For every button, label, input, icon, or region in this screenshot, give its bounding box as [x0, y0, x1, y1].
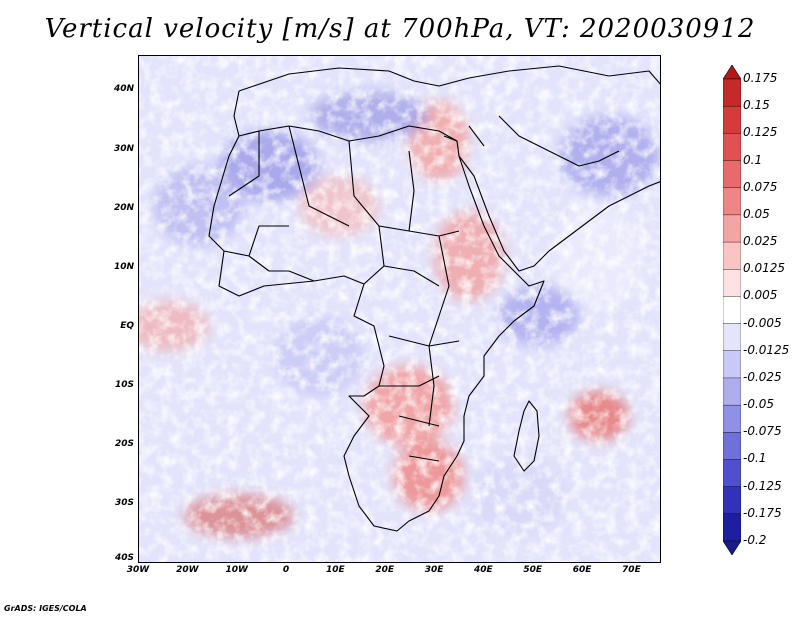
map-panel — [138, 55, 661, 563]
colorbar-swatch — [723, 513, 741, 542]
lat-tick-label: 20N — [113, 202, 134, 213]
lat-tick-label: 30N — [113, 143, 134, 154]
colorbar-swatch — [723, 78, 741, 107]
colorbar-label: 0.175 — [743, 71, 778, 85]
footer-credit: GrADS: IGES/COLA — [4, 604, 87, 613]
colorbar-label: 0.0125 — [743, 261, 785, 276]
colorbar-swatch — [723, 323, 741, 352]
colorbar-swatch — [723, 241, 741, 270]
colorbar-label: 0.025 — [743, 234, 778, 249]
noise-texture — [139, 56, 660, 562]
colorbar-label: -0.075 — [743, 424, 782, 439]
colorbar-swatch — [723, 404, 741, 433]
colorbar-label: -0.0125 — [743, 342, 790, 357]
colorbar-top-arrow — [723, 65, 741, 80]
velocity-field-map — [139, 56, 660, 562]
colorbar-swatch — [723, 105, 741, 134]
colorbar-label: 0.075 — [743, 179, 778, 194]
colorbar-label: -0.025 — [743, 369, 782, 384]
colorbar-label: -0.125 — [743, 478, 782, 493]
colorbar-label: 0.005 — [743, 288, 778, 303]
colorbar-label: -0.2 — [743, 533, 767, 547]
lon-tick-label: 70E — [622, 565, 641, 575]
lon-tick-label: 60E — [572, 565, 592, 575]
colorbar-swatch — [723, 350, 741, 379]
colorbar — [723, 65, 741, 555]
colorbar-swatch — [723, 214, 741, 243]
colorbar-bottom-arrow — [723, 540, 741, 555]
lon-tick-label: 50E — [523, 565, 543, 575]
lat-tick-label: 40N — [113, 84, 134, 95]
colorbar-label: 0.125 — [743, 125, 778, 140]
colorbar-label: 0.05 — [743, 206, 770, 221]
lon-tick-label: 10E — [326, 565, 345, 575]
lon-tick-label: 20E — [375, 565, 395, 575]
lon-tick-label: 10W — [225, 565, 248, 575]
colorbar-swatch — [723, 269, 741, 297]
lat-tick-label: 30S — [114, 497, 134, 508]
colorbar-label: -0.175 — [743, 505, 782, 520]
colorbar-swatch — [723, 133, 741, 162]
lon-tick-label: 20W — [176, 565, 199, 575]
colorbar-swatch — [723, 377, 741, 406]
colorbar-swatch — [723, 486, 741, 515]
colorbar-label: -0.1 — [743, 451, 767, 466]
lat-tick-label: 40S — [114, 553, 134, 563]
coastlines-and-borders — [208, 65, 660, 532]
colorbar-swatch — [723, 160, 741, 189]
colorbar-label: -0.005 — [743, 315, 782, 330]
lon-tick-label: 0 — [282, 565, 290, 575]
colorbar-label: -0.05 — [743, 397, 775, 412]
colorbar-swatch — [723, 296, 741, 325]
lon-tick-label: 30W — [126, 565, 150, 575]
colorbar-swatch — [723, 187, 741, 216]
chart-title: Vertical velocity [m/s] at 700hPa, VT: 2… — [44, 14, 756, 44]
lat-tick-label: 10S — [114, 379, 134, 390]
colorbar-label: 0.1 — [743, 152, 763, 167]
colorbar-swatch — [723, 459, 741, 488]
colorbar-label: 0.15 — [743, 98, 770, 113]
lon-tick-label: 30E — [424, 565, 444, 575]
lat-tick-label: EQ — [120, 320, 134, 331]
lon-tick-label: 40E — [474, 565, 493, 575]
lat-tick-label: 10N — [113, 261, 134, 272]
colorbar-swatch — [723, 432, 741, 460]
lat-tick-label: 20S — [114, 438, 134, 449]
